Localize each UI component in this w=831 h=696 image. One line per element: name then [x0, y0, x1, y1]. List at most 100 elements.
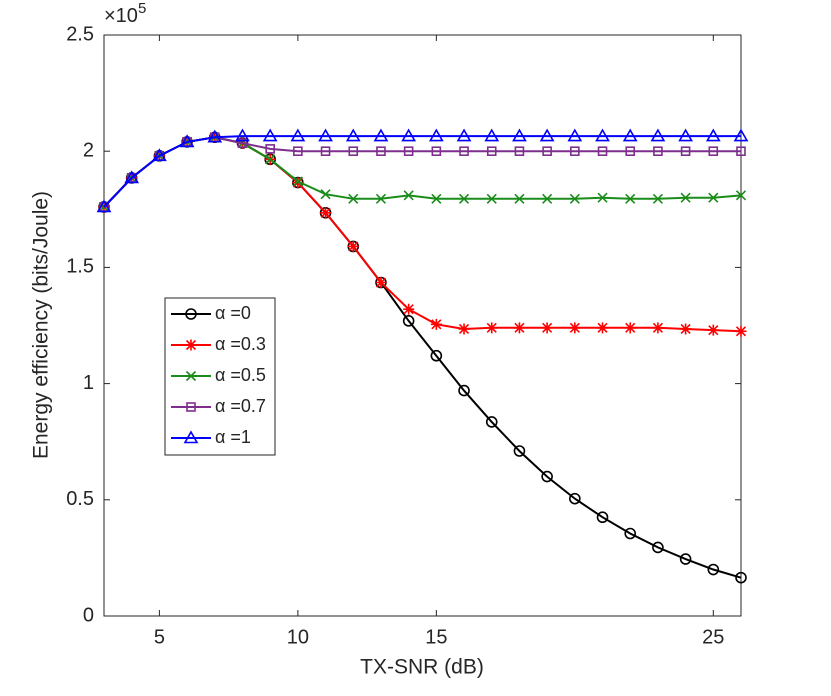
legend-label: α =0	[215, 303, 251, 323]
marker	[735, 325, 747, 337]
marker	[431, 193, 442, 204]
marker	[292, 177, 304, 189]
marker	[375, 277, 387, 289]
x-tick-label: 15	[425, 626, 447, 648]
y-tick-label: 1.5	[66, 256, 94, 278]
marker	[512, 128, 527, 142]
marker	[320, 189, 331, 200]
marker	[186, 402, 196, 412]
marker	[707, 324, 719, 336]
marker	[625, 146, 636, 156]
marker	[680, 323, 692, 335]
marker	[293, 146, 303, 156]
marker	[569, 322, 581, 334]
marker	[567, 128, 583, 142]
marker	[459, 146, 469, 156]
y-tick-label: 1	[83, 372, 94, 394]
marker	[514, 193, 525, 204]
marker	[318, 128, 333, 142]
marker	[652, 193, 663, 204]
legend: α =0 α =0.3 α =0.5 α =0.7 α =1	[164, 297, 276, 456]
marker	[207, 129, 223, 143]
exponent-base: ×10	[104, 5, 138, 27]
legend-box	[164, 297, 276, 456]
marker	[652, 541, 664, 554]
marker	[428, 128, 444, 142]
marker	[680, 146, 691, 156]
marker	[347, 240, 359, 252]
marker	[569, 492, 581, 505]
marker	[403, 303, 415, 315]
marker	[345, 128, 361, 142]
marker	[185, 370, 197, 382]
marker	[486, 146, 497, 156]
marker	[514, 146, 525, 156]
marker	[403, 190, 414, 201]
marker	[652, 322, 664, 334]
marker	[402, 315, 415, 327]
y-tick-label: 0.5	[66, 488, 94, 510]
marker	[401, 128, 417, 142]
marker	[735, 571, 747, 584]
marker	[733, 128, 749, 142]
marker	[458, 193, 470, 204]
marker	[542, 146, 552, 156]
marker	[678, 128, 693, 142]
marker	[265, 144, 275, 154]
marker	[597, 322, 609, 334]
marker	[570, 146, 580, 156]
marker	[373, 128, 389, 142]
legend-label: α =0.5	[215, 365, 266, 385]
marker	[235, 128, 250, 142]
marker	[539, 128, 555, 142]
marker	[541, 470, 553, 483]
marker	[542, 193, 553, 204]
marker	[486, 322, 498, 334]
y-tick-label: 2	[83, 139, 94, 161]
marker	[486, 193, 497, 204]
marker	[265, 154, 276, 165]
marker	[484, 128, 500, 142]
marker	[320, 146, 331, 156]
marker	[348, 146, 359, 156]
marker	[597, 146, 608, 156]
marker	[179, 134, 195, 148]
marker	[708, 146, 719, 156]
marker	[513, 322, 525, 334]
legend-label: α =0.3	[215, 334, 266, 354]
marker	[625, 193, 636, 204]
marker	[597, 192, 608, 203]
marker	[707, 563, 720, 576]
marker	[736, 146, 746, 156]
series	[96, 128, 749, 213]
marker	[596, 511, 609, 524]
marker	[237, 138, 248, 148]
marker	[513, 445, 526, 457]
marker	[290, 128, 306, 142]
marker	[735, 190, 747, 201]
exponent-power: 5	[138, 0, 146, 17]
marker	[262, 128, 278, 142]
marker	[292, 176, 303, 187]
legend-label: α =1	[215, 427, 251, 447]
y-axis-label: Energy efficiency (bits/Joule)	[30, 191, 53, 459]
marker	[430, 318, 442, 330]
marker	[653, 146, 663, 156]
marker	[185, 339, 197, 351]
marker	[96, 199, 112, 213]
marker	[485, 416, 498, 428]
x-tick-label: 25	[702, 626, 724, 648]
marker	[183, 430, 199, 444]
marker	[458, 384, 470, 397]
marker	[650, 128, 666, 142]
marker	[569, 193, 580, 204]
y-tick-label: 2.5	[66, 23, 94, 45]
marker	[124, 170, 140, 184]
marker	[595, 128, 610, 142]
y-exponent: ×105	[104, 0, 146, 27]
x-axis-label: TX-SNR (dB)	[360, 656, 484, 679]
marker	[679, 553, 692, 565]
marker	[705, 128, 721, 142]
marker	[375, 193, 387, 204]
